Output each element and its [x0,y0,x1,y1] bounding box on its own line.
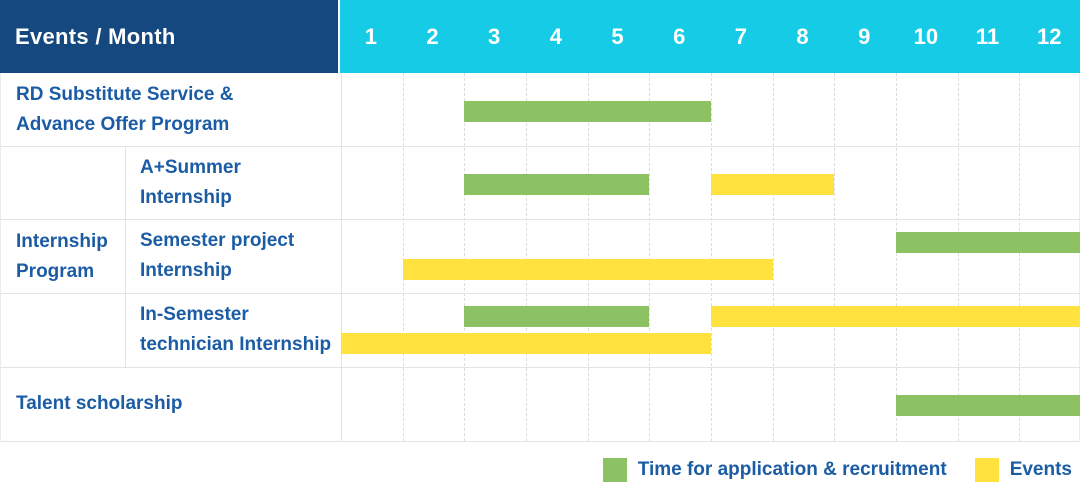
legend-item-application: Time for application & recruitment [602,458,947,482]
month-label-4: 4 [549,23,562,49]
month-gridline [896,73,897,441]
month-gridline [587,73,589,441]
month-label-9: 9 [858,23,871,49]
legend: Time for application & recruitment Event… [0,450,1080,490]
month-label-7: 7 [734,23,747,49]
month-gridline [402,73,404,441]
month-label-8: 8 [796,23,809,49]
gantt-bar-application [896,232,1080,253]
month-gridline [464,73,466,441]
gantt-bar-application [896,395,1080,416]
month-label-5: 5 [611,23,624,49]
gantt-bar-application [464,174,650,195]
month-label-6: 6 [673,23,686,49]
gantt-body: RD Substitute Service & Advance Offer Pr… [0,73,1080,442]
month-label-2: 2 [426,23,439,49]
legend-item-events: Events [974,458,1072,482]
month-gridline [772,73,774,441]
gantt-bar-events [341,333,711,354]
group-sub-divider [125,146,126,367]
row-divider [1,146,1080,147]
month-label-1: 1 [364,23,377,49]
row-divider [1,219,1080,220]
label-grid-divider [341,73,342,441]
group-label-internship-program: Internship Program [16,230,108,282]
month-label-11: 11 [975,23,1000,49]
row-label-rd-substitute: RD Substitute Service & Advance Offer Pr… [16,83,234,135]
yellow-swatch-icon [974,458,999,482]
gantt-bar-application [464,101,711,122]
month-gridline [649,73,651,441]
corner-header-cell: Events / Month [0,0,340,73]
chart-title: Events / Month [15,23,176,49]
legend-label-application: Time for application & recruitment [637,459,947,480]
row-divider [1,293,1080,294]
month-gridline [526,73,527,441]
month-header-row: 1 2 3 4 5 6 7 8 9 10 11 12 [340,0,1080,73]
row-label-a-plus-summer: A+Summer Internship [140,156,241,208]
row-label-in-semester-technician: In-Semester technician Internship [140,304,332,355]
gantt-bar-events [711,306,1080,327]
row-label-talent-scholarship: Talent scholarship [16,393,183,414]
row-divider [1,367,1080,368]
month-gridline [711,73,712,441]
gantt-bar-events [711,174,835,195]
month-label-12: 12 [1036,23,1062,49]
month-gridline [1019,73,1021,441]
green-swatch-icon [602,458,627,482]
row-label-semester-project: Semester project Internship [140,230,295,281]
gantt-bar-application [464,306,650,327]
gantt-bar-events [402,259,773,280]
month-label-10: 10 [913,23,939,49]
month-label-3: 3 [488,23,501,49]
month-gridline [834,73,836,441]
legend-label-events: Events [1009,459,1072,480]
month-gridline [957,73,959,441]
